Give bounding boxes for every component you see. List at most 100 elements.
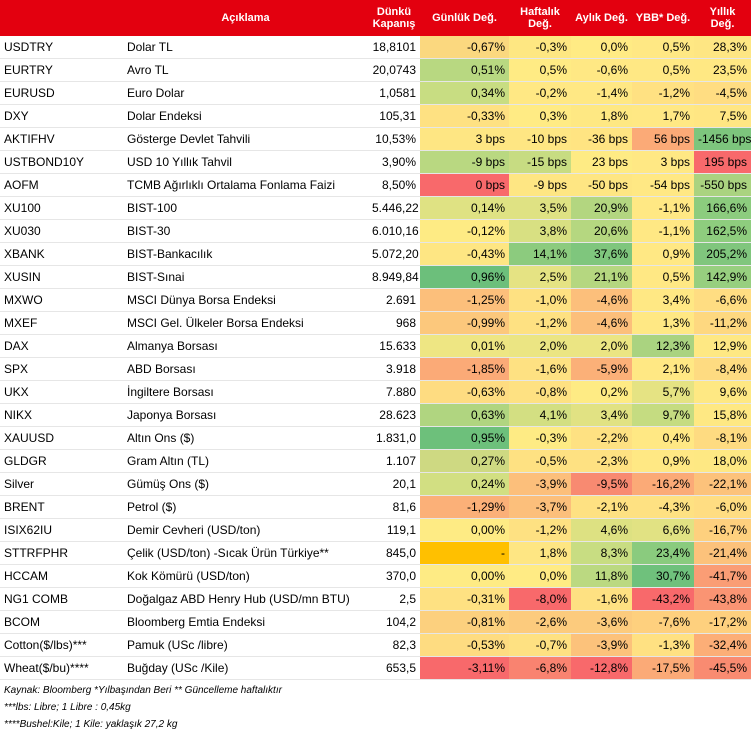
row-description: Avro TL bbox=[123, 58, 368, 82]
row-code: DXY bbox=[0, 104, 123, 128]
row-ytd-change: 5,7% bbox=[632, 380, 694, 404]
row-yearly-change: -45,5% bbox=[694, 656, 751, 680]
row-ytd-change: 1,7% bbox=[632, 104, 694, 128]
row-daily-change: -1,25% bbox=[420, 288, 509, 312]
row-description: BIST-100 bbox=[123, 196, 368, 220]
row-description: USD 10 Yıllık Tahvil bbox=[123, 150, 368, 174]
row-yearly-change: -17,2% bbox=[694, 610, 751, 634]
row-ytd-change: -16,2% bbox=[632, 472, 694, 496]
row-daily-change: 0,27% bbox=[420, 449, 509, 473]
header-weekly-change: Haftalık Değ. bbox=[509, 0, 571, 36]
row-daily-change: 0,34% bbox=[420, 81, 509, 105]
row-yearly-change: 166,6% bbox=[694, 196, 751, 220]
row-close: 15.633 bbox=[368, 334, 420, 358]
row-monthly-change: 23 bps bbox=[571, 150, 632, 174]
row-ytd-change: -54 bps bbox=[632, 173, 694, 197]
row-daily-change: -0,31% bbox=[420, 587, 509, 611]
row-description: Pamuk (USc /libre) bbox=[123, 633, 368, 657]
row-description: Euro Dolar bbox=[123, 81, 368, 105]
row-weekly-change: 14,1% bbox=[509, 242, 571, 266]
header-close: Dünkü Kapanış bbox=[368, 0, 420, 36]
row-monthly-change: -0,6% bbox=[571, 58, 632, 82]
row-weekly-change: -0,7% bbox=[509, 633, 571, 657]
row-yearly-change: -43,8% bbox=[694, 587, 751, 611]
row-yearly-change: 205,2% bbox=[694, 242, 751, 266]
row-yearly-change: -32,4% bbox=[694, 633, 751, 657]
row-code: XU100 bbox=[0, 196, 123, 220]
row-weekly-change: 4,1% bbox=[509, 403, 571, 427]
row-close: 2.691 bbox=[368, 288, 420, 312]
row-daily-change: 0,51% bbox=[420, 58, 509, 82]
row-code: AKTIFHV bbox=[0, 127, 123, 151]
row-yearly-change: 12,9% bbox=[694, 334, 751, 358]
row-daily-change: -0,63% bbox=[420, 380, 509, 404]
row-code: USDTRY bbox=[0, 36, 123, 59]
row-code: DAX bbox=[0, 334, 123, 358]
table-row: XU030 BIST-30 6.010,16 -0,12% 3,8% 20,6% -1,1%… bbox=[0, 219, 751, 243]
row-ytd-change: 6,6% bbox=[632, 518, 694, 542]
row-close: 968 bbox=[368, 311, 420, 335]
row-code: GLDGR bbox=[0, 449, 123, 473]
row-close: 3.918 bbox=[368, 357, 420, 381]
row-yearly-change: 142,9% bbox=[694, 265, 751, 289]
row-close: 20,1 bbox=[368, 472, 420, 496]
row-code: EURUSD bbox=[0, 81, 123, 105]
row-description: TCMB Ağırlıklı Ortalama Fonlama Faizi bbox=[123, 173, 368, 197]
row-description: MSCI Dünya Borsa Endeksi bbox=[123, 288, 368, 312]
row-daily-change: -0,81% bbox=[420, 610, 509, 634]
market-table: Açıklama Dünkü Kapanış Günlük Değ. Hafta… bbox=[0, 0, 751, 680]
row-weekly-change: -0,5% bbox=[509, 449, 571, 473]
row-monthly-change: -36 bps bbox=[571, 127, 632, 151]
row-weekly-change: -15 bps bbox=[509, 150, 571, 174]
row-code: ISIX62IU bbox=[0, 518, 123, 542]
row-close: 20,0743 bbox=[368, 58, 420, 82]
row-yearly-change: -4,5% bbox=[694, 81, 751, 105]
row-daily-change: 0,95% bbox=[420, 426, 509, 450]
header-yearly-change: Yıllık Değ. bbox=[694, 0, 751, 36]
row-ytd-change: 3,4% bbox=[632, 288, 694, 312]
header-code bbox=[0, 0, 123, 36]
row-code: MXWO bbox=[0, 288, 123, 312]
row-daily-change: -0,12% bbox=[420, 219, 509, 243]
row-description: BIST-30 bbox=[123, 219, 368, 243]
row-monthly-change: -1,6% bbox=[571, 587, 632, 611]
row-ytd-change: 1,3% bbox=[632, 311, 694, 335]
row-yearly-change: 28,3% bbox=[694, 36, 751, 59]
row-monthly-change: -3,9% bbox=[571, 633, 632, 657]
row-monthly-change: -12,8% bbox=[571, 656, 632, 680]
row-daily-change: -0,99% bbox=[420, 311, 509, 335]
row-monthly-change: 20,6% bbox=[571, 219, 632, 243]
table-row: MXEF MSCI Gel. Ülkeler Borsa Endeksi 968 -0… bbox=[0, 311, 751, 335]
row-weekly-change: -0,8% bbox=[509, 380, 571, 404]
row-code: BCOM bbox=[0, 610, 123, 634]
row-code: XAUUSD bbox=[0, 426, 123, 450]
row-weekly-change: -10 bps bbox=[509, 127, 571, 151]
table-row: HCCAM Kok Kömürü (USD/ton) 370,0 0,00% 0,0% 1… bbox=[0, 564, 751, 588]
row-daily-change: 3 bps bbox=[420, 127, 509, 151]
row-monthly-change: -50 bps bbox=[571, 173, 632, 197]
table-row: USDTRY Dolar TL 18,8101 -0,67% -0,3% 0,0% 0,5%… bbox=[0, 36, 751, 59]
table-row: EURUSD Euro Dolar 1,0581 0,34% -0,2% -1,4% -1,… bbox=[0, 81, 751, 105]
row-description: Çelik (USD/ton) -Sıcak Ürün Türkiye** bbox=[123, 541, 368, 565]
row-code: STTRFPHR bbox=[0, 541, 123, 565]
row-description: Dolar Endeksi bbox=[123, 104, 368, 128]
row-ytd-change: 30,7% bbox=[632, 564, 694, 588]
table-row: AOFM TCMB Ağırlıklı Ortalama Fonlama Faiz… bbox=[0, 173, 751, 197]
row-close: 119,1 bbox=[368, 518, 420, 542]
row-ytd-change: 3 bps bbox=[632, 150, 694, 174]
row-weekly-change: -3,9% bbox=[509, 472, 571, 496]
row-description: BIST-Bankacılık bbox=[123, 242, 368, 266]
row-description: Gösterge Devlet Tahvili bbox=[123, 127, 368, 151]
row-daily-change: 0,00% bbox=[420, 518, 509, 542]
row-weekly-change: -6,8% bbox=[509, 656, 571, 680]
row-description: Altın Ons ($) bbox=[123, 426, 368, 450]
row-yearly-change: -16,7% bbox=[694, 518, 751, 542]
row-daily-change: 0,14% bbox=[420, 196, 509, 220]
row-weekly-change: 0,0% bbox=[509, 564, 571, 588]
table-row: UKX İngiltere Borsası 7.880 -0,63% -0,8% 0,2%… bbox=[0, 380, 751, 404]
row-monthly-change: 3,4% bbox=[571, 403, 632, 427]
row-daily-change: -0,33% bbox=[420, 104, 509, 128]
row-yearly-change: 162,5% bbox=[694, 219, 751, 243]
row-description: Gram Altın (TL) bbox=[123, 449, 368, 473]
row-monthly-change: 2,0% bbox=[571, 334, 632, 358]
